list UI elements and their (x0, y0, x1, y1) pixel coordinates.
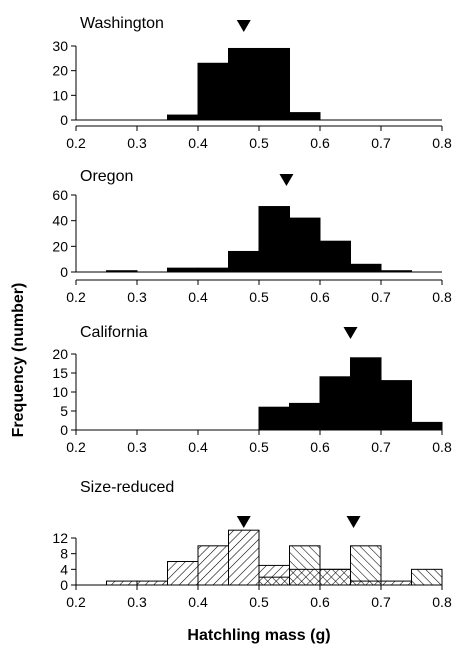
histogram-bar (197, 545, 229, 586)
x-tick-label: 0.6 (310, 289, 330, 305)
panel-california: California 0 5 10 15 20 0.2 0.3 0.4 0.5 0.6 0.7 0.8 (52, 324, 452, 455)
panel-title: Oregon (80, 168, 133, 185)
x-tick-label: 0.5 (249, 135, 269, 151)
x-tick-label: 0.8 (432, 289, 452, 305)
histogram-bar (380, 380, 412, 431)
histogram-bar (289, 545, 321, 586)
mean-marker-icon (346, 516, 361, 528)
y-tick-label: 20 (52, 63, 68, 79)
y-tick-label: 0 (60, 112, 68, 128)
histogram-bar (197, 267, 229, 273)
x-tick-label: 0.5 (249, 594, 269, 610)
x-tick-label: 0.2 (66, 594, 86, 610)
panel-title: California (80, 324, 148, 341)
y-tick-label: 15 (52, 365, 68, 381)
histogram-bar (289, 217, 321, 273)
x-tick-label: 0.6 (310, 439, 330, 455)
y-tick-label: 5 (60, 403, 68, 419)
x-tick-label: 0.7 (371, 135, 391, 151)
histogram-bar (167, 267, 199, 273)
histogram-bar (319, 568, 351, 586)
y-tick-label: 0 (60, 577, 68, 593)
x-tick-label: 0.6 (310, 135, 330, 151)
x-tick-label: 0.6 (310, 594, 330, 610)
x-tick-label: 0.4 (188, 594, 208, 610)
histogram-bar (167, 561, 199, 586)
y-tick-label: 8 (60, 546, 68, 562)
x-axis-title: Hatchling mass (g) (187, 627, 330, 644)
histogram-bar (319, 240, 351, 273)
x-tick-label: 0.2 (66, 135, 86, 151)
x-tick-label: 0.4 (188, 439, 208, 455)
histogram-bar (258, 47, 290, 121)
y-tick-label: 4 (60, 561, 68, 577)
mean-marker-icon (343, 327, 358, 339)
histogram-bar (350, 263, 382, 273)
x-tick-label: 0.8 (432, 594, 452, 610)
histogram-bar (106, 580, 138, 586)
panel-title: Size-reduced (80, 479, 174, 496)
x-tick-label: 0.8 (432, 135, 452, 151)
histogram-bar (167, 114, 199, 121)
y-tick-label: 40 (52, 213, 68, 229)
y-tick-label: 12 (52, 530, 68, 546)
panel-title: Washington (80, 15, 164, 32)
x-tick-label: 0.2 (66, 289, 86, 305)
histogram-bar (380, 270, 412, 273)
x-tick-label: 0.3 (127, 439, 147, 455)
histogram-bar (350, 357, 382, 431)
x-tick-label: 0.5 (249, 439, 269, 455)
y-tick-label: 0 (60, 422, 68, 438)
x-tick-label: 0.3 (127, 289, 147, 305)
x-tick-label: 0.2 (66, 439, 86, 455)
histogram-bar (258, 206, 290, 273)
histogram-bar (411, 421, 443, 431)
y-tick-label: 10 (52, 384, 68, 400)
histogram-bar (106, 270, 138, 273)
histogram-bar (197, 62, 229, 121)
x-tick-label: 0.7 (371, 289, 391, 305)
x-tick-label: 0.4 (188, 135, 208, 151)
histogram-bar (228, 250, 260, 273)
histogram-bar (258, 576, 290, 586)
histogram-bar (228, 529, 260, 586)
y-tick-label: 30 (52, 38, 68, 54)
y-tick-label: 20 (52, 346, 68, 362)
histogram-bar (380, 580, 412, 586)
histogram-bar (258, 406, 290, 431)
mean-marker-icon (279, 174, 294, 186)
histogram-bar (411, 568, 443, 586)
y-tick-label: 60 (52, 187, 68, 203)
panel-washington: Washington 0 10 20 30 0.2 0.3 0.4 0.5 0.6 0.7 0.8 (52, 15, 452, 151)
y-axis-title: Frequency (number) (10, 283, 27, 438)
mean-marker-icon (236, 516, 251, 528)
x-tick-label: 0.7 (371, 594, 391, 610)
x-tick-label: 0.7 (371, 439, 391, 455)
histogram-bar (350, 545, 382, 586)
panel-oregon: Oregon 0 20 40 60 0.2 0.3 0.4 0.5 0.6 0.7 0.8 (52, 168, 452, 305)
y-tick-label: 20 (52, 238, 68, 254)
mean-marker-icon (236, 20, 251, 32)
x-tick-label: 0.3 (127, 135, 147, 151)
x-tick-label: 0.4 (188, 289, 208, 305)
x-tick-label: 0.8 (432, 439, 452, 455)
histogram-bar (289, 402, 321, 431)
histogram-bar (136, 580, 168, 586)
y-tick-label: 10 (52, 87, 68, 103)
histogram-bar (319, 376, 351, 431)
histogram-bar (289, 112, 321, 121)
y-tick-label: 0 (60, 264, 68, 280)
x-tick-label: 0.5 (249, 289, 269, 305)
histogram-bar (228, 47, 260, 121)
x-tick-label: 0.3 (127, 594, 147, 610)
